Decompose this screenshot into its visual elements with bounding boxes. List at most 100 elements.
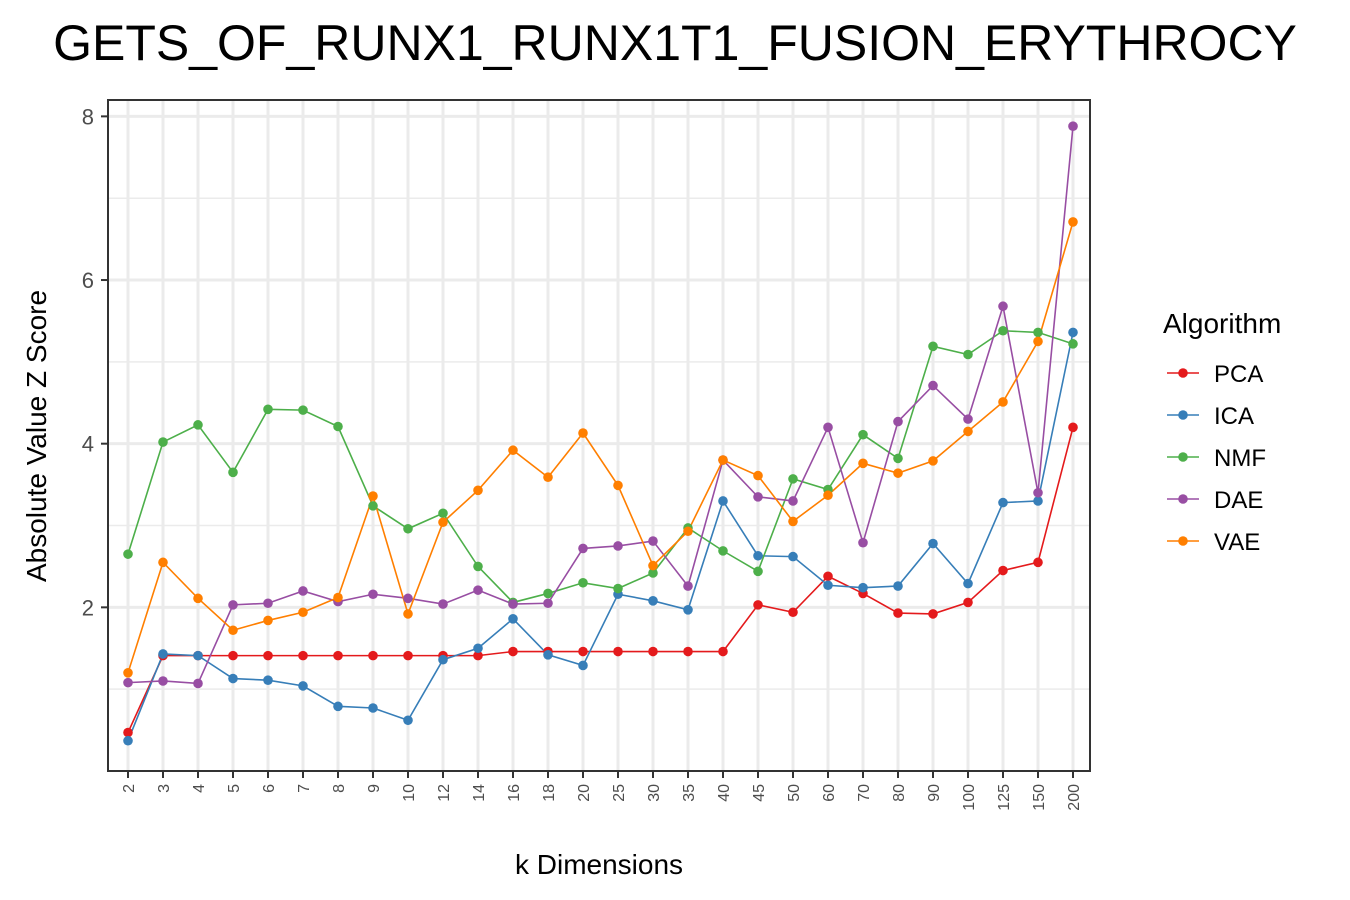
data-point-vae (963, 426, 973, 437)
data-point-ica (928, 538, 938, 549)
data-point-pca (648, 646, 658, 657)
data-point-pca (368, 650, 378, 661)
series-lines (127, 126, 1074, 742)
plot-border (107, 99, 1091, 772)
x-tick-label: 150 (1031, 784, 1048, 811)
data-point-nmf (893, 453, 903, 464)
data-point-ica (963, 578, 973, 589)
x-tick-label: 90 (926, 784, 943, 802)
data-point-vae (123, 668, 133, 678)
data-point-ica (333, 701, 343, 712)
data-point-dae (543, 598, 553, 609)
legend-item-ica: ICA (1167, 403, 1254, 430)
data-point-ica (858, 582, 868, 593)
data-point-nmf (298, 405, 308, 415)
data-point-nmf (753, 566, 763, 577)
series-line-dae (127, 126, 1074, 685)
data-point-ica (788, 551, 798, 562)
data-point-nmf (333, 421, 343, 432)
data-point-vae (928, 456, 938, 466)
x-tick-label: 16 (506, 784, 523, 802)
data-point-nmf (228, 467, 238, 478)
data-point-vae (788, 516, 798, 527)
data-point-ica (823, 580, 833, 591)
data-point-nmf (648, 568, 658, 578)
data-point-ica (158, 649, 168, 659)
x-tick-label: 6 (261, 784, 278, 793)
x-tick-label: 35 (681, 784, 698, 802)
data-point-dae (1033, 487, 1043, 498)
y-axis: 2 4 6 8 (82, 104, 108, 620)
x-tick-label: 20 (576, 784, 593, 802)
data-point-pca (333, 650, 343, 661)
data-point-dae (473, 585, 483, 595)
data-point-dae (508, 599, 518, 609)
data-point-pca (998, 565, 1008, 576)
data-point-ica (648, 595, 658, 606)
data-point-nmf (473, 561, 483, 572)
data-point-vae (228, 625, 238, 636)
chart-title: GETS_OF_RUNX1_RUNX1T1_FUSION_ERYTHROCY (0, 8, 1350, 78)
data-point-dae (158, 676, 168, 686)
data-point-pca (298, 650, 308, 661)
data-point-nmf (1033, 327, 1043, 338)
data-point-vae (543, 472, 553, 483)
data-point-vae (893, 468, 903, 478)
data-point-pca (613, 646, 623, 657)
data-point-pca (508, 646, 518, 657)
data-point-pca (928, 609, 938, 619)
data-point-pca (963, 597, 973, 608)
series-line-vae (127, 221, 1074, 674)
x-tick-label: 18 (541, 784, 558, 802)
legend-title: Algorithm (1163, 308, 1281, 339)
data-point-ica (1068, 327, 1078, 338)
x-tick-label: 30 (646, 784, 663, 802)
data-point-nmf (578, 577, 588, 588)
series-line-ica (127, 332, 1074, 742)
data-point-nmf (403, 523, 413, 534)
x-tick-label: 100 (961, 784, 978, 811)
x-axis-title: k Dimensions (515, 849, 683, 880)
legend-key-point (1178, 452, 1188, 462)
y-tick-label: 2 (82, 595, 94, 620)
data-point-ica (403, 715, 413, 726)
data-point-vae (438, 517, 448, 528)
data-point-pca (228, 650, 238, 661)
data-point-vae (578, 428, 588, 438)
x-tick-label: 7 (296, 784, 313, 793)
data-point-nmf (263, 404, 273, 415)
data-point-dae (963, 414, 973, 424)
data-point-vae (998, 397, 1008, 407)
legend-label: ICA (1214, 403, 1254, 430)
data-point-vae (683, 526, 693, 537)
data-point-vae (613, 480, 623, 491)
data-point-pca (578, 646, 588, 657)
legend-label: PCA (1214, 361, 1263, 388)
data-point-ica (228, 673, 238, 684)
data-point-ica (718, 496, 728, 506)
data-point-dae (788, 496, 798, 506)
data-point-vae (508, 445, 518, 456)
data-point-ica (438, 654, 448, 665)
series-points (123, 121, 1078, 746)
data-point-vae (718, 455, 728, 465)
data-point-pca (473, 650, 483, 661)
data-point-nmf (788, 474, 798, 484)
x-tick-label: 4 (191, 784, 208, 793)
x-tick-label: 60 (821, 784, 838, 802)
data-point-dae (403, 593, 413, 604)
data-point-vae (823, 490, 833, 501)
data-point-vae (158, 557, 168, 568)
data-point-pca (718, 646, 728, 657)
x-tick-label: 40 (716, 784, 733, 802)
data-point-vae (193, 593, 203, 604)
data-point-pca (1068, 422, 1078, 433)
legend-item-vae: VAE (1167, 529, 1260, 556)
data-point-nmf (193, 420, 203, 430)
x-tick-label: 12 (436, 784, 453, 802)
data-point-ica (508, 613, 518, 624)
data-point-dae (613, 541, 623, 551)
data-point-dae (683, 581, 693, 591)
data-point-ica (473, 643, 483, 654)
legend-key-point (1178, 536, 1188, 546)
